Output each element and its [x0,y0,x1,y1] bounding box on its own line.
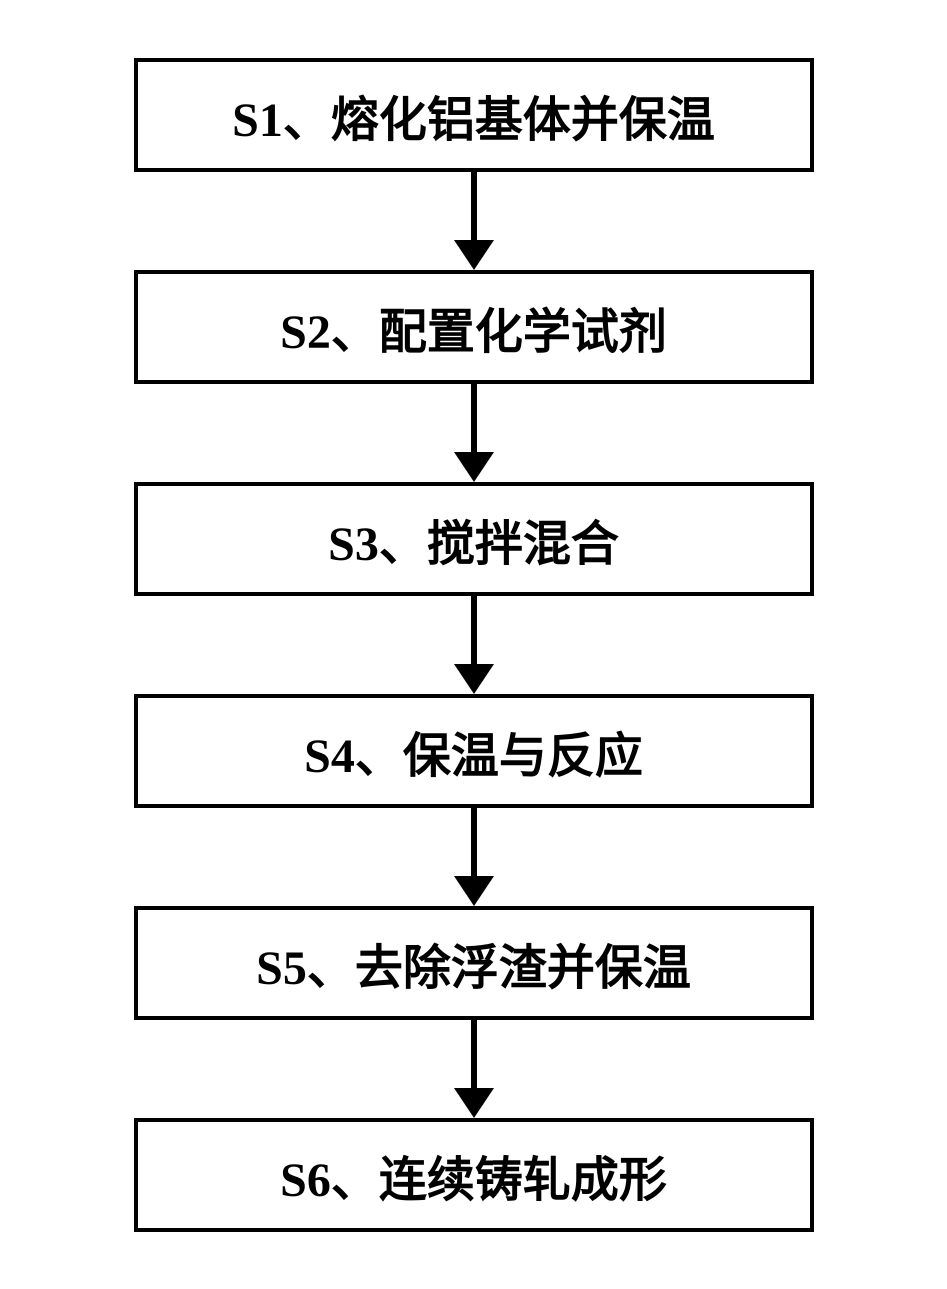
step-box-s2: S2、配置化学试剂 [134,270,814,384]
arrow-s5-s6 [454,1020,494,1118]
step-label: S2、配置化学试剂 [280,306,667,359]
flowchart-container: S1、熔化铝基体并保温 S2、配置化学试剂 S3、搅拌混合 S4、保温与反应 S… [114,18,834,1272]
arrow-s2-s3 [454,384,494,482]
arrow-head-icon [454,452,494,482]
step-label: S1、熔化铝基体并保温 [232,94,715,147]
arrow-head-icon [454,664,494,694]
arrow-line-icon [471,172,477,242]
arrow-head-icon [454,876,494,906]
arrow-s1-s2 [454,172,494,270]
step-label: S4、保温与反应 [304,730,643,783]
step-box-s3: S3、搅拌混合 [134,482,814,596]
step-box-s4: S4、保温与反应 [134,694,814,808]
step-label: S6、连续铸轧成形 [280,1154,667,1207]
arrow-head-icon [454,1088,494,1118]
arrow-line-icon [471,1020,477,1090]
step-label: S5、去除浮渣并保温 [256,942,691,995]
arrow-line-icon [471,384,477,454]
step-box-s5: S5、去除浮渣并保温 [134,906,814,1020]
step-box-s6: S6、连续铸轧成形 [134,1118,814,1232]
arrow-s3-s4 [454,596,494,694]
arrow-s4-s5 [454,808,494,906]
step-label: S3、搅拌混合 [328,518,619,571]
arrow-head-icon [454,240,494,270]
step-box-s1: S1、熔化铝基体并保温 [134,58,814,172]
arrow-line-icon [471,596,477,666]
arrow-line-icon [471,808,477,878]
